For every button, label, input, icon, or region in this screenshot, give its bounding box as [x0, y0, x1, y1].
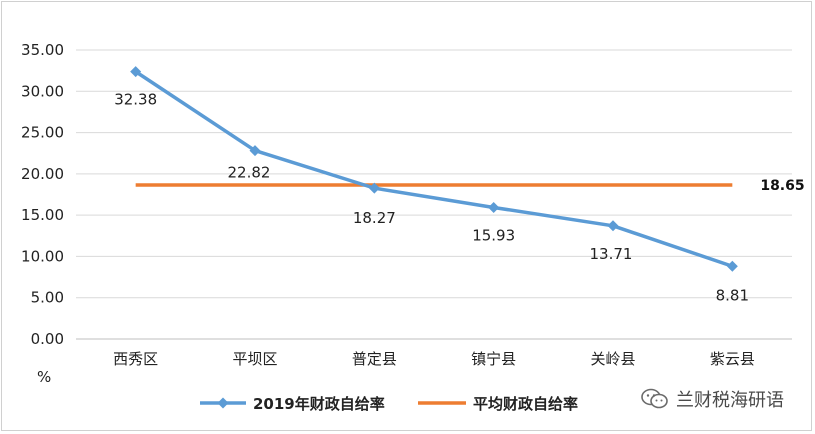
- y-tick-label: 20.00: [21, 165, 64, 183]
- data-label: 18.27: [353, 209, 396, 227]
- y-tick-label: 35.00: [21, 41, 64, 59]
- watermark-text: 兰财税海研语: [676, 390, 784, 411]
- data-point: [368, 182, 380, 194]
- data-point: [607, 220, 619, 232]
- y-tick-label: 5.00: [31, 289, 64, 307]
- data-label: 32.38: [114, 91, 157, 109]
- y-tick-label: 10.00: [21, 247, 64, 265]
- gridlines: [76, 49, 792, 340]
- data-point: [488, 201, 500, 213]
- data-label: 8.81: [716, 286, 749, 304]
- y-axis-ticks: 0.00 5.00 10.00 15.00 20.00 25.00 30.00 35.00: [21, 41, 64, 348]
- wechat-icon: [640, 387, 670, 411]
- y-axis-unit-label: %: [37, 368, 51, 386]
- x-category-label: 普定县: [352, 350, 397, 368]
- y-tick-label: 0.00: [31, 330, 64, 348]
- data-label: 15.93: [472, 226, 515, 244]
- watermark: 兰财税海研语: [640, 386, 784, 412]
- x-axis-categories: 西秀区 平坝区 普定县 镇宁县 关岭县 紫云县: [113, 350, 755, 368]
- legend: 2019年财政自给率 平均财政自给率: [200, 395, 578, 413]
- legend-entry-label: 平均财政自给率: [473, 395, 578, 413]
- x-category-label: 西秀区: [113, 350, 158, 368]
- x-category-label: 关岭县: [590, 350, 635, 368]
- data-label: 22.82: [228, 164, 271, 182]
- x-category-label: 紫云县: [710, 350, 755, 368]
- data-point: [249, 145, 261, 157]
- x-category-label: 镇宁县: [471, 350, 516, 368]
- series-line: [134, 70, 733, 268]
- data-point: [726, 260, 738, 272]
- data-label: 13.71: [590, 245, 633, 263]
- legend-entry-label: 2019年财政自给率: [253, 395, 385, 413]
- y-tick-label: 25.00: [21, 124, 64, 142]
- series-group: [130, 66, 738, 272]
- x-category-label: 平坝区: [232, 350, 277, 368]
- legend-swatch-marker: [217, 397, 229, 409]
- y-tick-label: 30.00: [21, 82, 64, 100]
- data-labels: 32.38 22.82 18.27 15.93 13.71 8.81 18.65: [114, 91, 804, 305]
- y-tick-label: 15.00: [21, 206, 64, 224]
- data-point: [130, 66, 142, 78]
- average-value-label: 18.65: [760, 178, 804, 194]
